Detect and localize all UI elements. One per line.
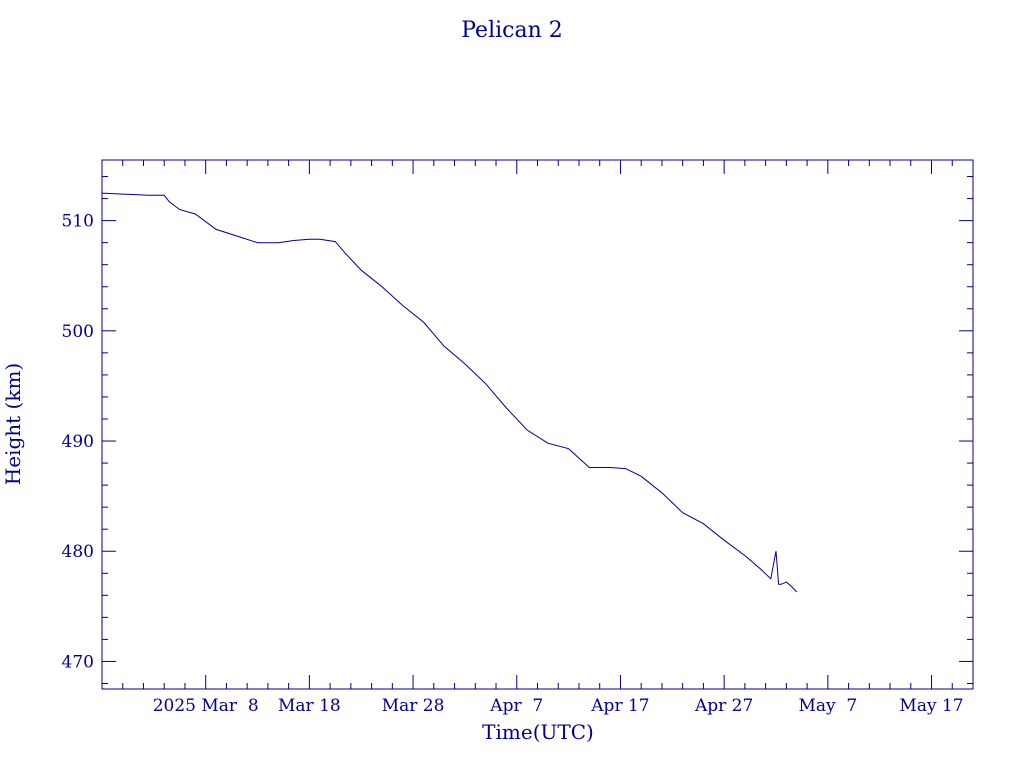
chart-title: Pelican 2: [461, 18, 563, 43]
x-tick-label: 2025 Mar 8: [153, 696, 259, 716]
y-tick-label: 480: [62, 542, 94, 562]
x-tick-label: May 7: [798, 696, 857, 716]
x-tick-label: Apr 17: [590, 696, 649, 716]
y-tick-label: 500: [62, 322, 94, 342]
x-tick-label: Mar 28: [382, 696, 445, 716]
y-tick-label: 470: [62, 652, 94, 672]
x-axis-ticks: 2025 Mar 8 Mar 18 Mar 28 Apr 7 Apr 17 Apr 27 M…: [101, 160, 974, 716]
x-tick-label: Apr 7: [489, 696, 543, 716]
x-axis-label: Time(UTC): [482, 720, 594, 744]
y-axis-ticks: 470 480 490 500 510: [62, 176, 973, 684]
y-tick-label: 490: [62, 432, 94, 452]
height-series-line: [101, 192, 798, 593]
x-tick-label: Mar 18: [278, 696, 341, 716]
x-tick-label: Apr 27: [694, 696, 753, 716]
y-axis-label: Height (km): [1, 363, 25, 485]
plot-frame: [101, 159, 974, 690]
y-tick-label: 510: [62, 212, 94, 232]
x-tick-label: May 17: [899, 696, 963, 716]
